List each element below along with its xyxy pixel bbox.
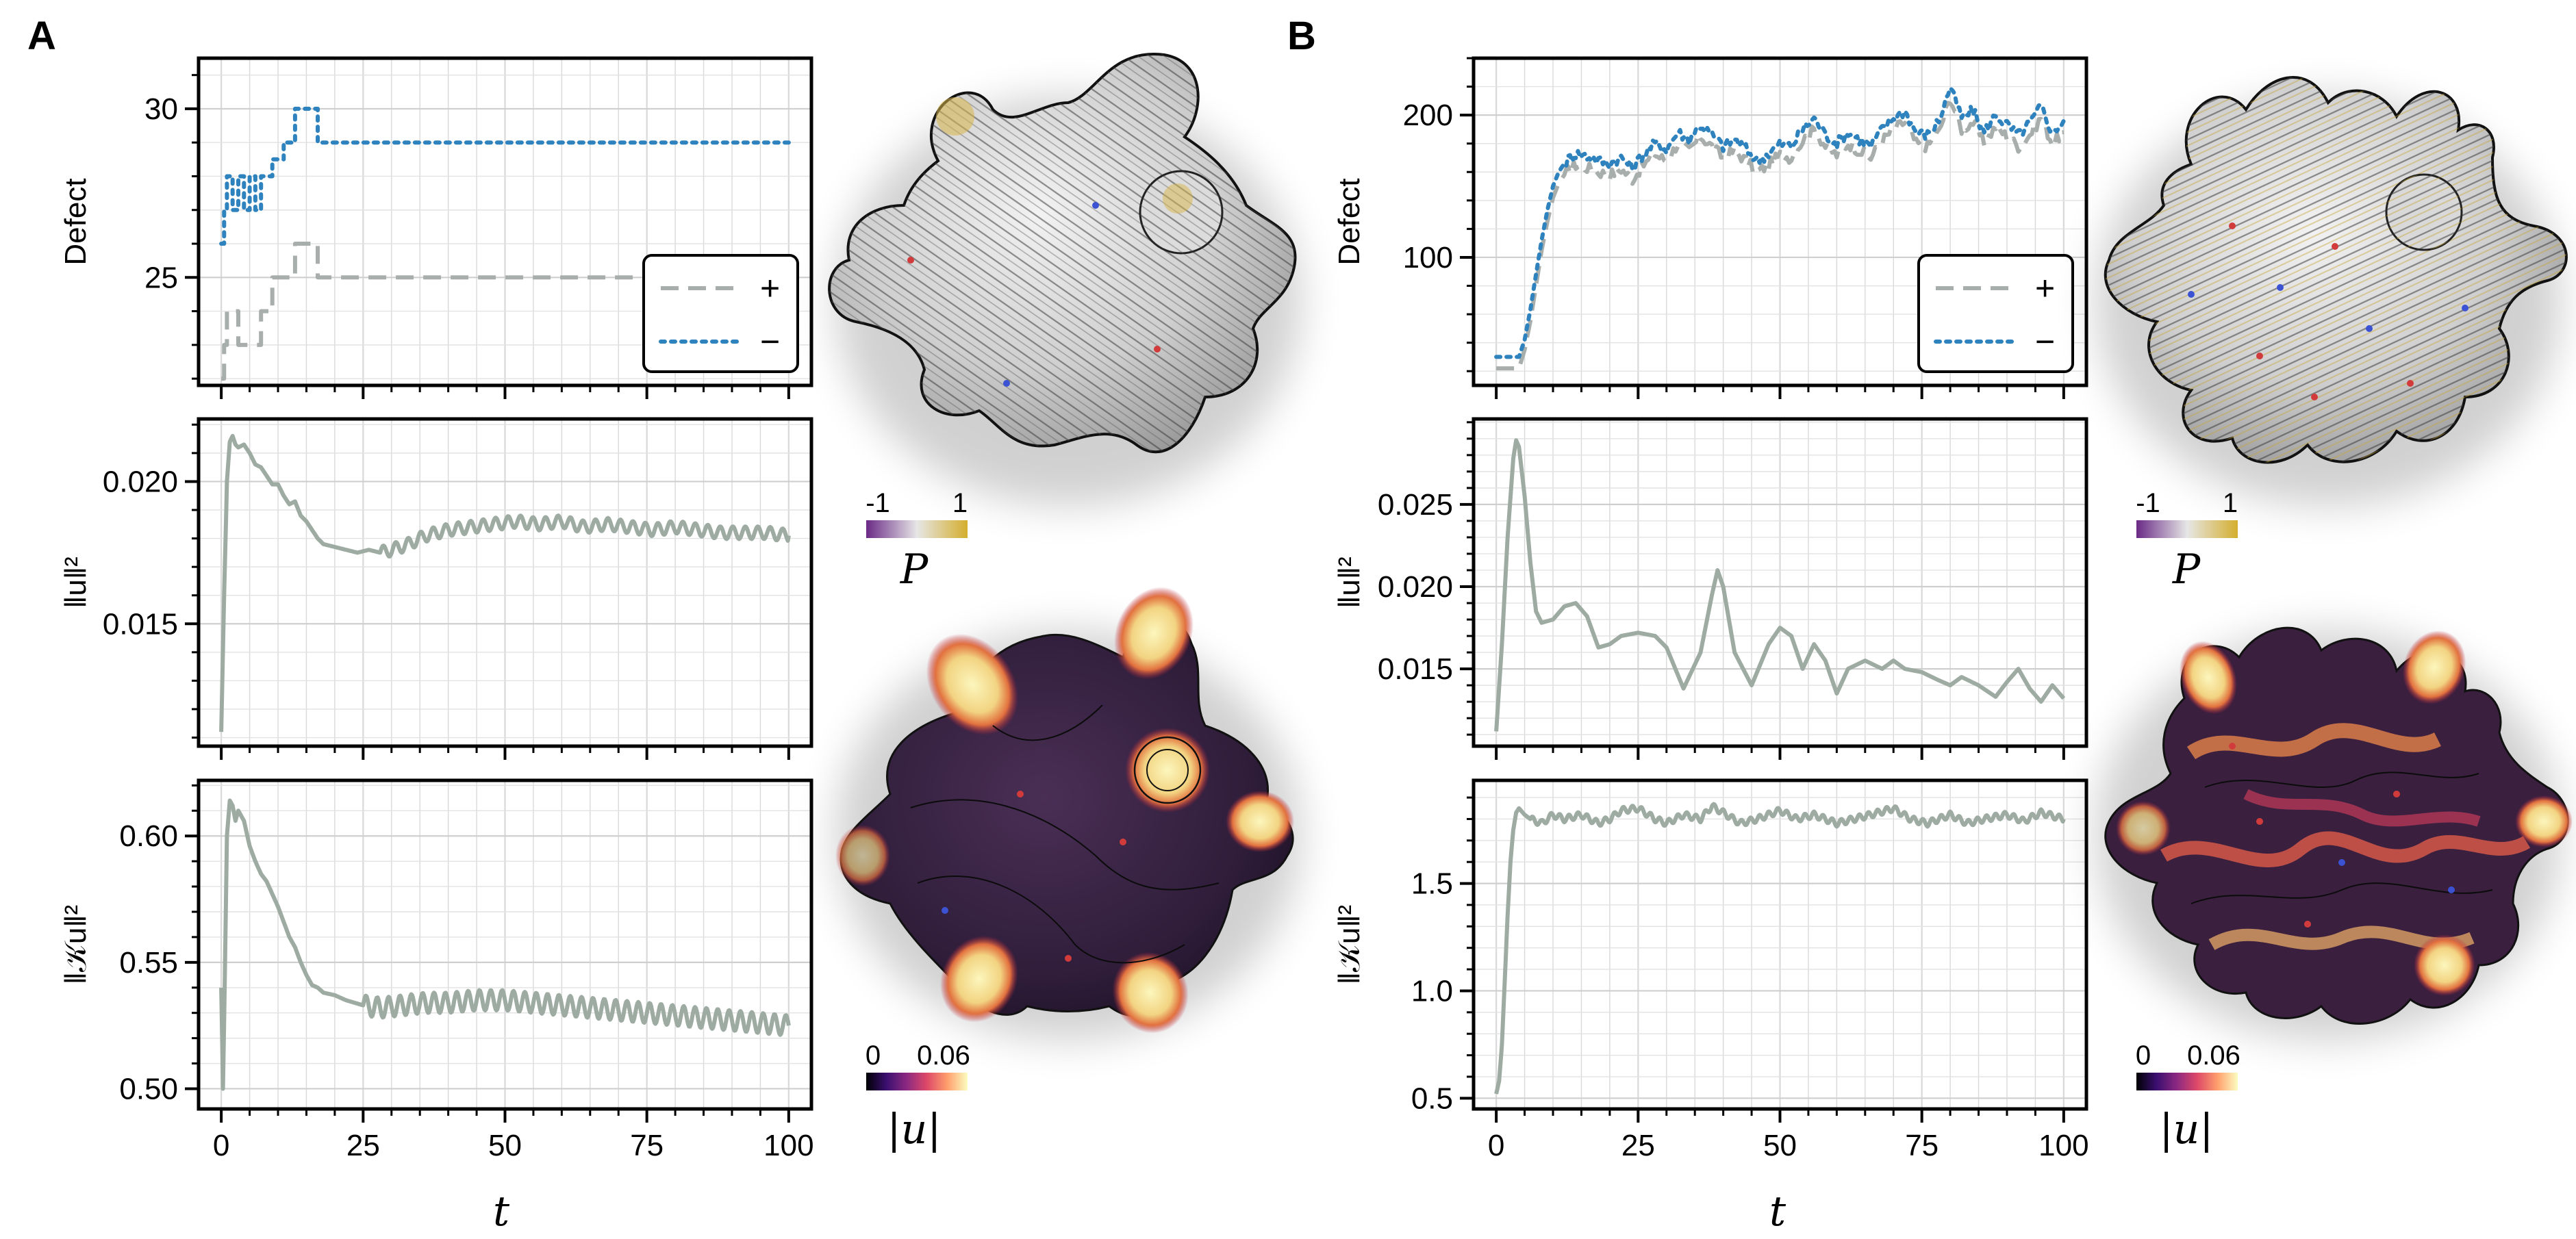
x-tick-label: 75 bbox=[1905, 1129, 1939, 1162]
B-defect-grid bbox=[1474, 58, 2086, 385]
y-tick-label: 0.015 bbox=[1378, 652, 1453, 686]
colorbar-b-polarization-gradient bbox=[2136, 520, 2238, 538]
colorbar-b-polarization-min: -1 bbox=[2136, 488, 2160, 518]
chart-a-velocity-norm: 0.015 0.020 ‖u‖² bbox=[59, 417, 813, 760]
legend: +− bbox=[1917, 254, 2074, 373]
y-tick-label: 0.55 bbox=[119, 946, 178, 980]
legend-label: − bbox=[2035, 322, 2055, 361]
colorbar-b-velocity-gradient bbox=[2136, 1073, 2238, 1090]
y-tick-label: 0.020 bbox=[1378, 570, 1453, 604]
surface-a-polarization bbox=[828, 53, 1301, 507]
surface-b-velocity bbox=[2095, 626, 2573, 1040]
series-line-minus bbox=[1494, 86, 2066, 359]
y-tick-label: 100 bbox=[1403, 241, 1453, 274]
x-tick-label: 100 bbox=[763, 1129, 813, 1162]
x-tick-label: 25 bbox=[346, 1129, 380, 1162]
B-u2-grid bbox=[1474, 419, 2086, 746]
y-axis-title: ‖𝒦u‖² bbox=[59, 905, 92, 984]
x-tick-label: 0 bbox=[1488, 1129, 1504, 1162]
y-axis-title: Defect bbox=[1333, 178, 1366, 265]
colorbar-a-velocity-max: 0.06 bbox=[917, 1040, 970, 1071]
y-tick-label: 1.0 bbox=[1411, 974, 1453, 1008]
colorbar-a-velocity-min: 0 bbox=[866, 1040, 881, 1071]
A-u2-grid bbox=[199, 419, 811, 746]
surface-a-velocity bbox=[835, 587, 1301, 1040]
colorbar-a-polarization-max: 1 bbox=[952, 488, 968, 518]
panel-letter-a: A bbox=[27, 14, 56, 58]
legend-label: + bbox=[760, 269, 780, 307]
legend-label: − bbox=[760, 322, 780, 361]
y-tick-label: 0.5 bbox=[1411, 1082, 1453, 1115]
colorbar-b-polarization-label: P bbox=[2172, 546, 2201, 593]
colorbar-a-polarization-label: P bbox=[900, 546, 929, 593]
colorbar-a-velocity-gradient bbox=[866, 1073, 968, 1090]
xlabel-b: t bbox=[1769, 1188, 1786, 1236]
y-tick-label: 1.5 bbox=[1411, 867, 1453, 901]
colorbar-a-velocity-label: |u| bbox=[887, 1106, 941, 1153]
y-axis-title: ‖u‖² bbox=[1333, 557, 1366, 608]
series-line-plus bbox=[221, 242, 789, 381]
colorbar-b-polarization-max: 1 bbox=[2223, 488, 2238, 518]
y-tick-label: 25 bbox=[144, 261, 178, 294]
series-line-main bbox=[1494, 438, 2066, 732]
x-tick-label: 100 bbox=[2038, 1129, 2088, 1162]
B-Ku2-grid bbox=[1474, 780, 2086, 1109]
series-line-minus bbox=[219, 106, 791, 246]
A-Ku2-grid bbox=[199, 780, 811, 1109]
colorbar-a-polarization-min: -1 bbox=[866, 488, 890, 518]
colorbar-a-polarization-gradient bbox=[866, 520, 968, 538]
y-axis-title: ‖𝒦u‖² bbox=[1333, 905, 1366, 984]
x-tick-label: 25 bbox=[1621, 1129, 1655, 1162]
legend: +− bbox=[642, 254, 799, 373]
y-tick-label: 30 bbox=[144, 92, 178, 126]
y-tick-label: 0.015 bbox=[103, 607, 178, 641]
legend-label: + bbox=[2035, 269, 2055, 307]
chart-b-velocity-norm: 0.015 0.020 0.025 ‖u‖² bbox=[1333, 417, 2088, 760]
series-line-main bbox=[219, 798, 791, 1091]
colorbar-b-polarization: -1 1 P bbox=[2136, 488, 2238, 593]
x-tick-label: 50 bbox=[488, 1129, 522, 1162]
series-line-plus bbox=[1496, 101, 2064, 371]
x-tick-label: 0 bbox=[213, 1129, 229, 1162]
colorbar-b-velocity-min: 0 bbox=[2136, 1040, 2151, 1071]
colorbar-a-velocity: 0 0.06 |u| bbox=[866, 1040, 970, 1153]
colorbar-b-velocity: 0 0.06 |u| bbox=[2136, 1040, 2240, 1153]
colorbar-a-polarization: -1 1 P bbox=[866, 488, 968, 593]
y-tick-label: 200 bbox=[1403, 99, 1453, 132]
colorbar-b-velocity-max: 0.06 bbox=[2187, 1040, 2240, 1071]
xlabel-a: t bbox=[493, 1188, 510, 1236]
series-line-main bbox=[219, 433, 791, 732]
y-tick-label: 0.50 bbox=[119, 1072, 178, 1106]
y-axis-title: Defect bbox=[59, 178, 92, 265]
y-tick-label: 0.60 bbox=[119, 819, 178, 853]
surface-b-polarization bbox=[2095, 76, 2568, 507]
panel-letter-b: B bbox=[1287, 14, 1316, 58]
chart-a-vorticity-norm: 0.50 0.55 0.60 0 25 50 75 100 ‖𝒦u‖² bbox=[59, 778, 814, 1162]
chart-b-vorticity-norm: 0.5 1.0 1.5 0 25 50 75 100 ‖𝒦u‖² bbox=[1333, 778, 2089, 1162]
y-tick-label: 0.020 bbox=[103, 465, 178, 498]
x-tick-label: 50 bbox=[1763, 1129, 1797, 1162]
x-tick-label: 75 bbox=[630, 1129, 664, 1162]
y-tick-label: 0.025 bbox=[1378, 488, 1453, 522]
colorbar-b-velocity-label: |u| bbox=[2159, 1106, 2213, 1153]
y-axis-title: ‖u‖² bbox=[59, 557, 92, 608]
series-line-main bbox=[1494, 802, 2066, 1095]
